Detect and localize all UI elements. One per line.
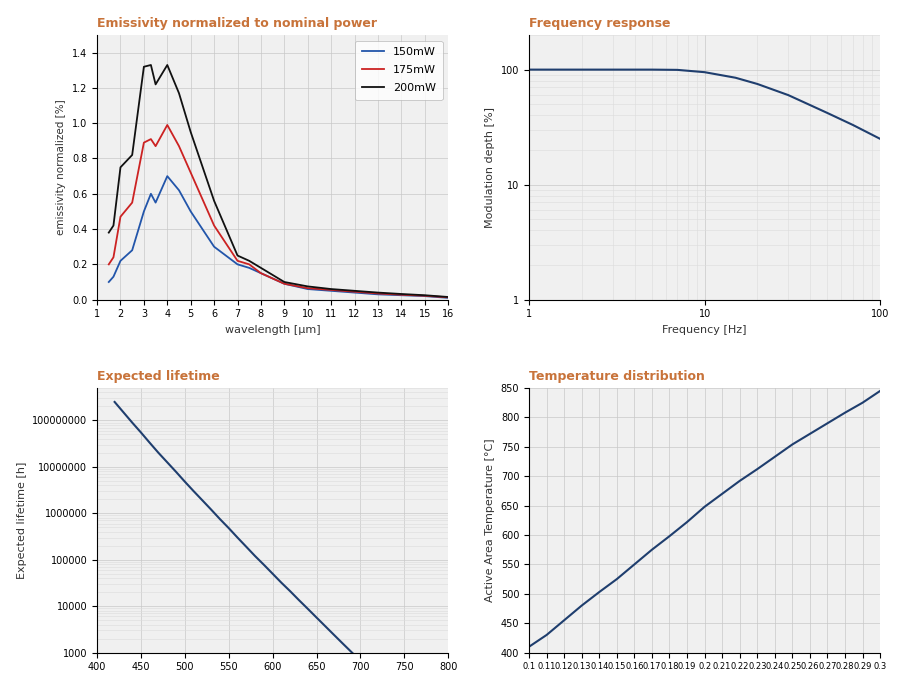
150mW: [174, 186, 185, 194]
200mW: [162, 61, 173, 69]
150mW: [115, 257, 126, 265]
200mW: [139, 63, 149, 71]
175mW: [419, 291, 430, 300]
175mW: [103, 260, 114, 269]
150mW: [255, 269, 266, 277]
175mW: [127, 198, 138, 207]
Text: Temperature distribution: Temperature distribution: [529, 369, 705, 382]
200mW: [372, 289, 383, 297]
175mW: [174, 142, 185, 150]
Text: Expected lifetime: Expected lifetime: [97, 369, 220, 382]
150mW: [139, 207, 149, 216]
150mW: [325, 287, 336, 295]
150mW: [146, 189, 157, 198]
200mW: [396, 290, 407, 298]
175mW: [255, 269, 266, 277]
200mW: [244, 257, 255, 265]
200mW: [150, 80, 161, 88]
X-axis label: Frequency [Hz]: Frequency [Hz]: [662, 325, 747, 335]
175mW: [303, 284, 313, 292]
150mW: [162, 172, 173, 181]
175mW: [443, 294, 454, 302]
150mW: [303, 285, 313, 294]
200mW: [303, 282, 313, 291]
X-axis label: wavelength [μm]: wavelength [μm]: [225, 325, 321, 335]
200mW: [127, 151, 138, 159]
150mW: [279, 280, 290, 288]
200mW: [443, 293, 454, 301]
150mW: [372, 290, 383, 298]
150mW: [150, 198, 161, 207]
200mW: [146, 61, 157, 69]
200mW: [279, 278, 290, 286]
150mW: [232, 260, 243, 269]
150mW: [396, 291, 407, 299]
Text: Frequency response: Frequency response: [529, 17, 670, 30]
150mW: [443, 294, 454, 302]
200mW: [185, 128, 196, 136]
200mW: [325, 285, 336, 294]
175mW: [162, 121, 173, 129]
200mW: [349, 287, 360, 295]
150mW: [244, 264, 255, 272]
175mW: [396, 291, 407, 299]
200mW: [419, 291, 430, 299]
200mW: [103, 229, 114, 237]
Y-axis label: emissivity normalized [%]: emissivity normalized [%]: [56, 99, 66, 235]
200mW: [255, 264, 266, 272]
Text: Emissivity normalized to nominal power: Emissivity normalized to nominal power: [97, 17, 377, 30]
175mW: [349, 287, 360, 296]
175mW: [279, 280, 290, 288]
175mW: [372, 289, 383, 298]
175mW: [185, 169, 196, 177]
200mW: [115, 163, 126, 172]
175mW: [150, 142, 161, 150]
150mW: [419, 292, 430, 300]
Line: 200mW: 200mW: [109, 65, 448, 297]
Legend: 150mW, 175mW, 200mW: 150mW, 175mW, 200mW: [355, 41, 443, 100]
150mW: [103, 278, 114, 286]
175mW: [115, 213, 126, 221]
175mW: [208, 221, 219, 229]
150mW: [208, 243, 219, 251]
Y-axis label: Modulation depth [%]: Modulation depth [%]: [486, 107, 496, 228]
150mW: [127, 246, 138, 254]
175mW: [139, 138, 149, 147]
150mW: [349, 289, 360, 297]
200mW: [208, 196, 219, 205]
175mW: [244, 260, 255, 269]
150mW: [185, 207, 196, 216]
175mW: [146, 135, 157, 143]
175mW: [325, 286, 336, 294]
Line: 150mW: 150mW: [109, 176, 448, 298]
150mW: [108, 273, 119, 281]
Y-axis label: Active Area Temperature [°C]: Active Area Temperature [°C]: [485, 438, 496, 602]
200mW: [232, 251, 243, 260]
175mW: [232, 257, 243, 265]
200mW: [108, 221, 119, 229]
200mW: [174, 89, 185, 97]
Y-axis label: Expected lifetime [h]: Expected lifetime [h]: [16, 462, 26, 579]
Line: 175mW: 175mW: [109, 125, 448, 298]
175mW: [108, 253, 119, 261]
